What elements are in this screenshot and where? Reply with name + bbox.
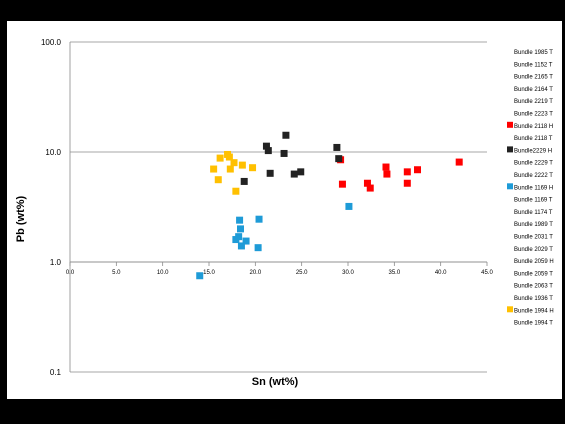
data-point	[249, 164, 257, 172]
data-point	[297, 168, 305, 176]
data-point	[216, 154, 224, 162]
chart-panel: 0.1 1.0 10.0 100.0 0.0 5.0 10.0 15.0 20.0 25.0 30.…	[7, 21, 562, 399]
data-point	[383, 170, 391, 178]
data-point	[363, 179, 371, 187]
legend-entry: Bundle 2164 T	[514, 87, 553, 93]
data-point	[333, 143, 341, 151]
x-tick-label: 10.0	[157, 270, 169, 276]
x-tick-label: 20.0	[249, 270, 261, 276]
legend-marker	[507, 306, 513, 313]
legend-marker	[507, 146, 513, 153]
legend-entry: Bundle 2118 H	[514, 124, 553, 130]
x-tick-label: 35.0	[388, 270, 400, 276]
legend-marker	[507, 121, 513, 128]
data-point	[236, 216, 244, 224]
data-point	[455, 158, 463, 166]
legend-entry: Bundle 1174 T	[514, 210, 553, 216]
data-point	[240, 177, 248, 185]
data-point	[230, 159, 238, 167]
data-point	[235, 233, 243, 241]
data-point	[282, 131, 290, 139]
legend-entry: Bundle 2222 T	[514, 173, 553, 179]
gridlines	[70, 41, 487, 263]
legend-entry: Bundle 1169 T	[514, 198, 553, 204]
data-point	[280, 149, 288, 157]
data-point	[237, 242, 245, 250]
axes: 0.1 1.0 10.0 100.0 0.0 5.0 10.0 15.0 20.0 25.0 30.…	[41, 38, 494, 377]
x-tick-label: 5.0	[112, 270, 121, 276]
data-point	[254, 244, 262, 252]
y-tick-label: 100.0	[41, 38, 62, 47]
x-tick-label: 45.0	[481, 270, 493, 276]
legend-entry: Bundle 2229 T	[514, 161, 553, 167]
legend-entry: Bundle 1989 T	[514, 222, 553, 228]
legend-entry: Bundle 2219 T	[514, 99, 553, 105]
x-tick-label: 25.0	[296, 270, 308, 276]
data-point	[210, 165, 218, 173]
data-point	[238, 161, 246, 169]
legend-entry: Bundle 2223 T	[514, 112, 553, 118]
y-tick-label: 0.1	[50, 368, 62, 377]
data-point	[232, 187, 240, 195]
data-point	[403, 179, 411, 187]
scatter-chart: 0.1 1.0 10.0 100.0 0.0 5.0 10.0 15.0 20.0 25.0 30.…	[15, 38, 554, 388]
data-point	[225, 153, 233, 161]
data-point	[237, 225, 245, 233]
x-tick-label: 30.0	[342, 270, 354, 276]
legend-entry: Bundle 2165 T	[514, 75, 553, 81]
data-point	[264, 147, 272, 155]
data-point	[335, 155, 343, 163]
x-tick-label: 40.0	[435, 270, 447, 276]
legend-entry: Bundle 2118 T	[514, 136, 553, 142]
legend-entry: Bundle2229 H	[514, 148, 552, 154]
data-points	[196, 131, 463, 280]
legend-entry: Bundle 2029 T	[514, 247, 553, 253]
legend-entry: Bundle 2059 T	[514, 271, 553, 277]
x-tick-label: 15.0	[203, 270, 215, 276]
y-axis-label: Pb (wt%)	[15, 195, 27, 242]
data-point	[262, 142, 270, 150]
legend-entry: Bundle 1936 T	[514, 296, 553, 302]
data-point	[226, 165, 234, 173]
data-point	[242, 237, 250, 245]
data-point	[338, 180, 346, 188]
legend-marker	[507, 183, 513, 190]
legend-entry: Bundle 1994 H	[514, 308, 554, 314]
legend-entry: Bundle 1994 T	[514, 321, 553, 327]
data-point	[366, 184, 374, 192]
data-point	[345, 202, 353, 210]
legend-entry: Bundle 1152 T	[514, 62, 553, 68]
legend-entry: Bundle 1985 T	[514, 50, 553, 56]
y-tick-label: 10.0	[45, 148, 61, 157]
data-point	[382, 163, 390, 171]
y-tick-label: 1.0	[50, 258, 62, 267]
legend-entry: Bundle 2059 H	[514, 259, 554, 265]
x-axis-label: Sn (wt%)	[252, 376, 299, 388]
data-point	[196, 272, 204, 280]
data-point	[414, 166, 421, 174]
x-tick-label: 0.0	[66, 270, 75, 276]
legend: Bundle 1985 T Bundle 1152 T Bundle 2165 T B…	[507, 50, 554, 327]
legend-entry: Bundle 2063 T	[514, 284, 553, 290]
data-point	[214, 176, 222, 184]
data-point	[255, 215, 263, 223]
data-point	[403, 168, 411, 176]
legend-entry: Bundle 2031 T	[514, 235, 553, 241]
data-point	[266, 169, 274, 177]
legend-entry: Bundle 1169 H	[514, 185, 553, 191]
data-point	[290, 170, 298, 178]
